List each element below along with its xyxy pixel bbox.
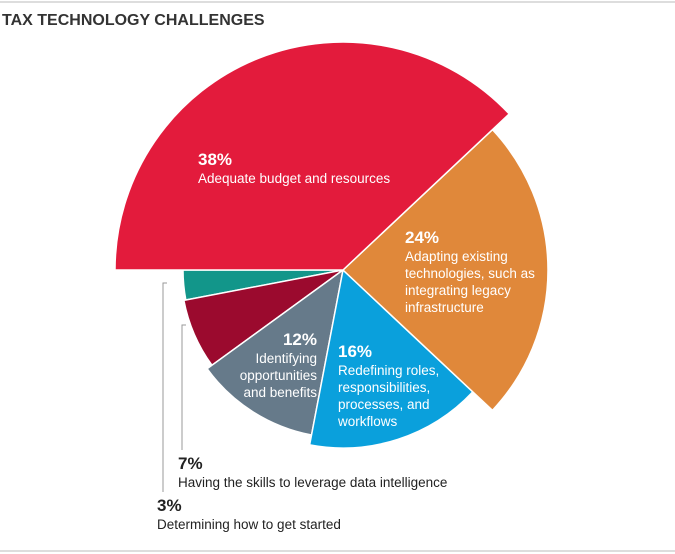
slice-label: 12% Identifying opportunities and benefit…	[222, 330, 317, 401]
value-label: 16%	[338, 342, 373, 361]
category-label: Having the skills to leverage data intel…	[178, 475, 448, 490]
slice-label: 3% Determining how to get started	[157, 496, 477, 533]
pie-slice	[114, 41, 511, 271]
value-label: 38%	[198, 150, 233, 169]
slice-label: 7% Having the skills to leverage data int…	[178, 454, 498, 491]
value-label: 12%	[282, 330, 317, 349]
slice-label: 24% Adapting existing technologies, such …	[405, 228, 555, 316]
pie-slice	[206, 268, 345, 436]
value-label: 24%	[405, 228, 440, 247]
category-label: Adapting existing technologies, such as …	[405, 249, 535, 315]
pie-slice	[341, 128, 549, 412]
slice-label: 38% Adequate budget and resources	[198, 150, 458, 187]
leader-line	[181, 324, 186, 450]
pie-slice	[308, 268, 474, 449]
category-label: Determining how to get started	[157, 517, 341, 532]
value-label: 7%	[178, 454, 203, 473]
category-label: Adequate budget and resources	[198, 171, 391, 186]
slice-label: 16% Redefining roles, responsibilities, p…	[338, 342, 453, 430]
leader-line	[162, 282, 167, 492]
category-label: Redefining roles, responsibilities, proc…	[338, 363, 440, 429]
category-label: Identifying opportunities and benefits	[239, 351, 317, 400]
value-label: 3%	[157, 496, 182, 515]
chart-title: TAX TECHNOLOGY CHALLENGES	[2, 12, 265, 29]
